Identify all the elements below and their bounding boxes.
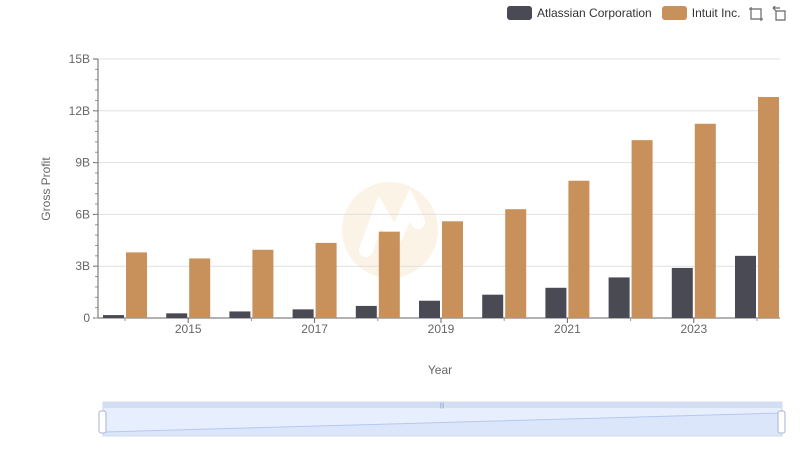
y-tick-label: 12B [69, 104, 90, 118]
bar-intuit-2021[interactable] [568, 180, 590, 318]
x-tick-label: 2017 [301, 322, 328, 336]
bar-intuit-2017[interactable] [315, 242, 337, 318]
x-axis: 2015 2017 2019 2021 2023 [98, 317, 780, 336]
slider-left-handle[interactable] [98, 410, 107, 434]
legend: Atlassian Corporation Intuit Inc. [507, 4, 750, 22]
slider-preview-area [104, 413, 781, 435]
bar-atlassian-2020[interactable] [482, 294, 504, 318]
bar-intuit-2016[interactable] [252, 249, 274, 318]
legend-item-atlassian[interactable]: Atlassian Corporation [507, 6, 652, 20]
bar-atlassian-2015[interactable] [166, 313, 188, 318]
x-tick-label: 2023 [680, 322, 707, 336]
legend-swatch-intuit [661, 6, 687, 20]
y-axis-label: Gross Profit [39, 157, 53, 221]
bar-atlassian-2022[interactable] [608, 277, 630, 318]
y-axis: 0 3B 6B 9B 12B 15B [69, 52, 99, 325]
bar-intuit-2024[interactable] [758, 96, 779, 318]
bar-intuit-2018[interactable] [378, 231, 400, 318]
legend-label-intuit: Intuit Inc. [691, 6, 741, 20]
bar-intuit-2020[interactable] [505, 209, 527, 318]
slider-right-handle[interactable] [777, 410, 786, 434]
y-tick-label: 0 [83, 311, 90, 325]
toolbox [748, 6, 788, 22]
bar-intuit-2022[interactable] [631, 140, 653, 318]
bar-intuit-2014[interactable] [126, 252, 147, 318]
svg-text:|||: ||| [440, 403, 445, 409]
x-tick-label: 2021 [554, 322, 581, 336]
slider-move-handle[interactable] [103, 402, 782, 408]
grid-lines [98, 58, 780, 267]
bar-atlassian-2024[interactable] [735, 255, 756, 318]
bar-atlassian-2018[interactable] [355, 305, 377, 318]
bar-atlassian-2014[interactable] [103, 315, 124, 318]
y-tick-label: 3B [75, 259, 90, 273]
y-tick-label: 9B [75, 156, 90, 170]
x-axis-label: Year [428, 363, 452, 377]
bar-atlassian-2017[interactable] [292, 309, 314, 318]
bar-intuit-2023[interactable] [694, 123, 716, 318]
y-tick-label: 6B [75, 207, 90, 221]
bar-atlassian-2023[interactable] [671, 267, 693, 318]
bars[interactable] [103, 96, 779, 318]
y-tick-label: 15B [69, 52, 90, 66]
legend-item-intuit[interactable]: Intuit Inc. [661, 6, 741, 20]
bar-atlassian-2019[interactable] [419, 300, 440, 318]
bar-intuit-2015[interactable] [189, 258, 211, 318]
zoom-select-icon[interactable] [748, 6, 764, 22]
bar-atlassian-2016[interactable] [229, 311, 251, 318]
x-tick-label: 2015 [175, 322, 202, 336]
data-zoom-slider[interactable]: ||| [98, 401, 786, 437]
bar-atlassian-2021[interactable] [545, 287, 567, 318]
legend-swatch-atlassian [507, 6, 532, 20]
legend-label-atlassian: Atlassian Corporation [537, 6, 652, 20]
bar-intuit-2019[interactable] [442, 221, 463, 318]
x-tick-label: 2019 [428, 322, 455, 336]
restore-icon[interactable] [772, 6, 788, 22]
